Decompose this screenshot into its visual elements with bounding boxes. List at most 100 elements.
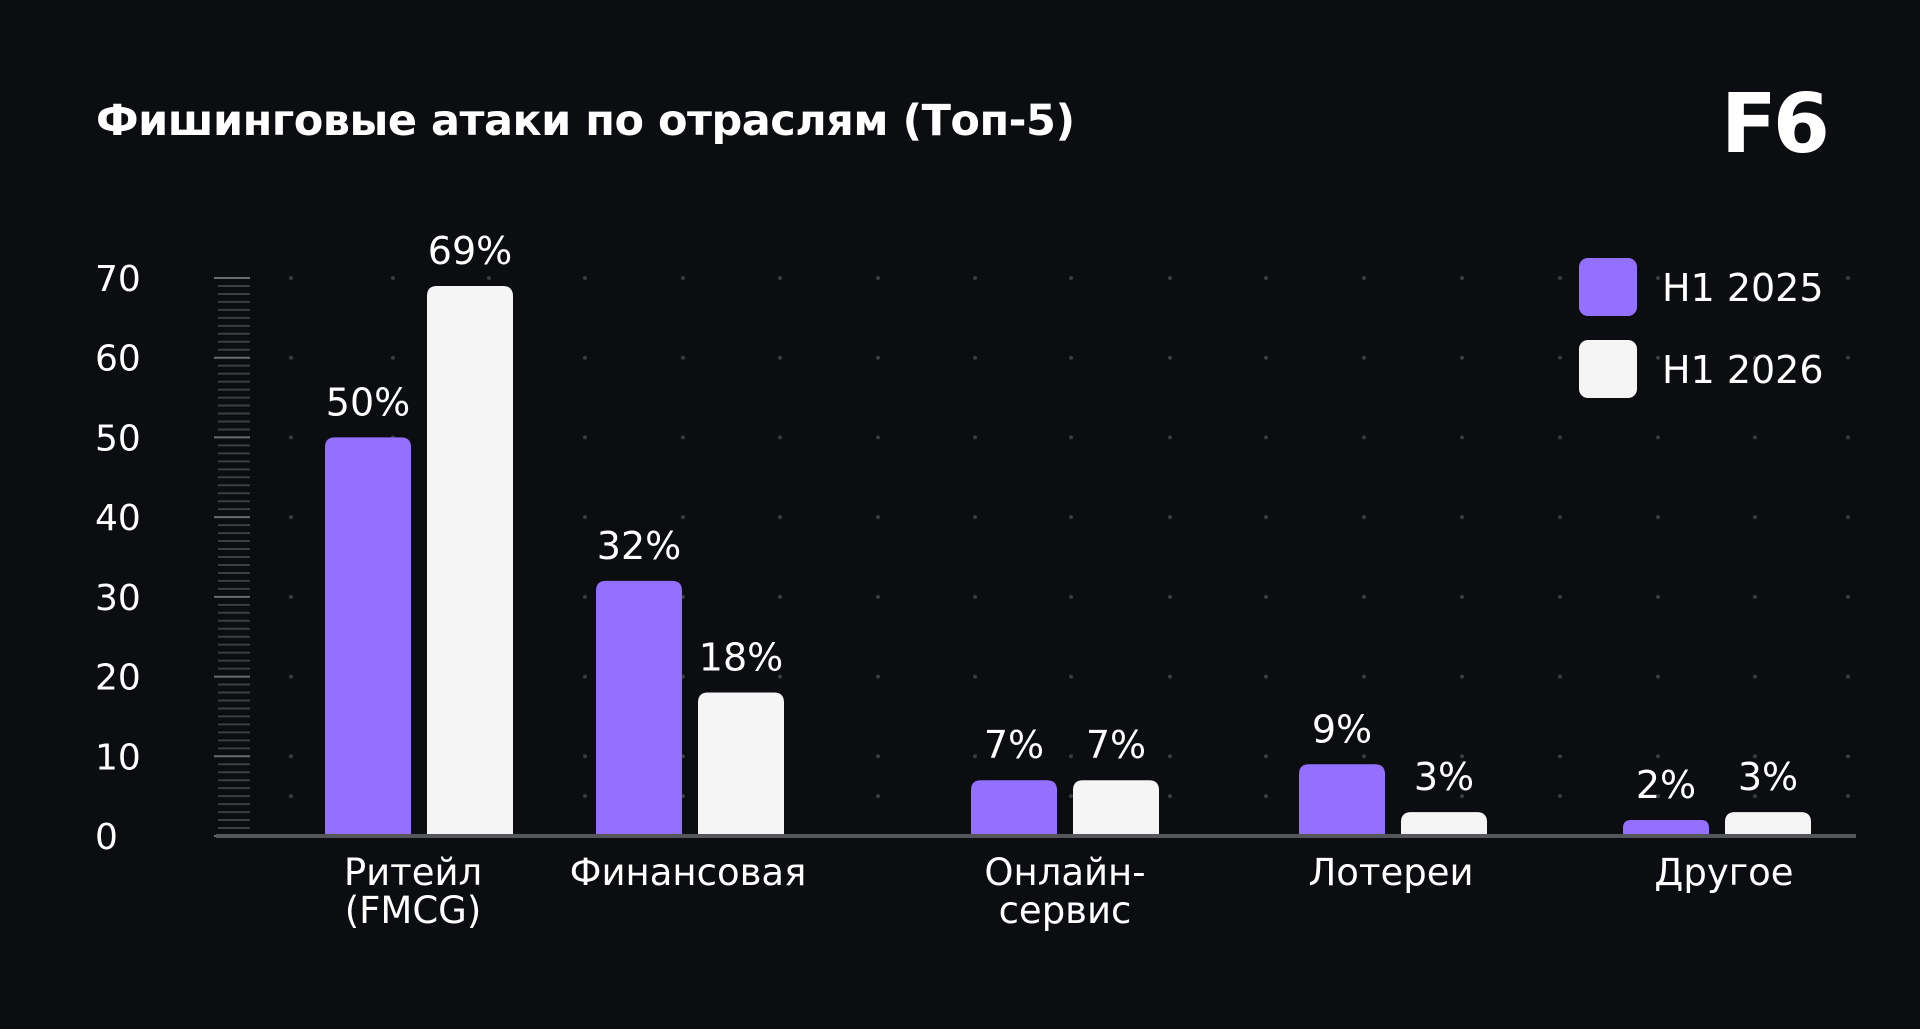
grid-dot — [876, 794, 880, 799]
grid-dot — [1656, 355, 1660, 360]
grid-dot — [1460, 754, 1464, 759]
grid-dot — [1558, 276, 1562, 280]
bar — [1299, 764, 1385, 836]
grid-dot — [1656, 276, 1660, 280]
grid-dot — [1753, 515, 1757, 520]
bar — [325, 437, 411, 836]
grid-dot — [1656, 794, 1660, 799]
grid-dot — [583, 515, 587, 520]
grid-dot — [1753, 276, 1757, 280]
grid-dot — [289, 515, 293, 520]
grid-dot — [1264, 515, 1268, 520]
grid-dot — [1753, 594, 1757, 599]
grid-dot — [1264, 355, 1268, 360]
data-label: 69% — [428, 229, 512, 273]
grid-dot — [487, 276, 491, 280]
grid-dot — [1168, 674, 1172, 679]
grid-dot — [1460, 594, 1464, 599]
grid-dot — [1460, 674, 1464, 679]
grid-dot — [583, 754, 587, 759]
grid-dot — [973, 754, 977, 759]
legend-label: H1 2026 — [1662, 348, 1824, 392]
grid-dot — [1069, 435, 1073, 440]
grid-dot — [1558, 355, 1562, 360]
grid-dot — [1168, 515, 1172, 520]
y-tick-label: 40 — [95, 498, 141, 539]
bar — [1073, 780, 1159, 836]
grid-dot — [1168, 355, 1172, 360]
bar — [427, 285, 513, 836]
grid-dot — [973, 355, 977, 360]
grid-dot — [1460, 435, 1464, 440]
data-label: 50% — [326, 380, 410, 424]
grid-dot — [973, 594, 977, 599]
grid-dot — [1069, 515, 1073, 520]
y-tick-label: 60 — [95, 339, 141, 380]
data-label: 18% — [699, 636, 783, 680]
grid-dot — [1168, 276, 1172, 280]
grid-dot — [1558, 754, 1562, 759]
grid-dot — [1069, 594, 1073, 599]
category-label: Онлайн- — [984, 851, 1145, 894]
grid-dot — [681, 276, 685, 280]
grid-dot — [973, 674, 977, 679]
grid-dot — [1362, 674, 1366, 679]
grid-dot — [876, 515, 880, 520]
grid-dot — [289, 674, 293, 679]
grid-dot — [583, 355, 587, 360]
grid-dot — [1753, 674, 1757, 679]
data-label: 32% — [597, 524, 681, 568]
grid-dot — [391, 355, 395, 360]
grid-dot — [1558, 515, 1562, 520]
bar — [698, 692, 784, 836]
grid-dot — [778, 435, 782, 440]
bar — [596, 580, 682, 836]
grid-dot — [1656, 754, 1660, 759]
grid-dot — [1362, 594, 1366, 599]
y-tick-label: 20 — [95, 658, 141, 699]
bar — [1401, 812, 1487, 836]
grid-dot — [681, 435, 685, 440]
grid-dot — [1069, 794, 1073, 799]
grid-dot — [876, 674, 880, 679]
grid-dot — [1846, 515, 1850, 520]
legend-swatch — [1579, 340, 1637, 398]
grid-dot — [778, 594, 782, 599]
legend-swatch — [1579, 258, 1637, 316]
grid-dot — [289, 435, 293, 440]
grid-dot — [1460, 355, 1464, 360]
grid-dot — [1168, 794, 1172, 799]
grid-dot — [1753, 794, 1757, 799]
y-tick-label: 30 — [95, 578, 141, 619]
data-label: 7% — [1086, 723, 1146, 767]
grid-dot — [778, 515, 782, 520]
grid-dot — [876, 435, 880, 440]
grid-dot — [1362, 435, 1366, 440]
grid-dot — [583, 276, 587, 280]
y-tick-label: 70 — [95, 259, 141, 300]
category-label: Лотереи — [1308, 851, 1473, 894]
grid-dot — [583, 594, 587, 599]
grid-dot — [1264, 435, 1268, 440]
grid-dot — [1558, 594, 1562, 599]
grid-dot — [876, 276, 880, 280]
grid-dot — [1264, 594, 1268, 599]
grid-dot — [1656, 435, 1660, 440]
grid-dot — [1753, 355, 1757, 360]
grid-dot — [391, 276, 395, 280]
grid-dot — [1753, 435, 1757, 440]
grid-dot — [876, 594, 880, 599]
data-label: 7% — [984, 723, 1044, 767]
grid-dot — [1846, 794, 1850, 799]
grid-dot — [1069, 674, 1073, 679]
grid-dot — [1656, 674, 1660, 679]
grid-dot — [289, 594, 293, 599]
grid-dot — [1558, 794, 1562, 799]
category-label: Другое — [1654, 851, 1793, 894]
f6-logo: F6 — [1720, 77, 1830, 172]
grid-dot — [1069, 276, 1073, 280]
category-label: сервис — [999, 889, 1132, 932]
grid-dot — [1362, 515, 1366, 520]
